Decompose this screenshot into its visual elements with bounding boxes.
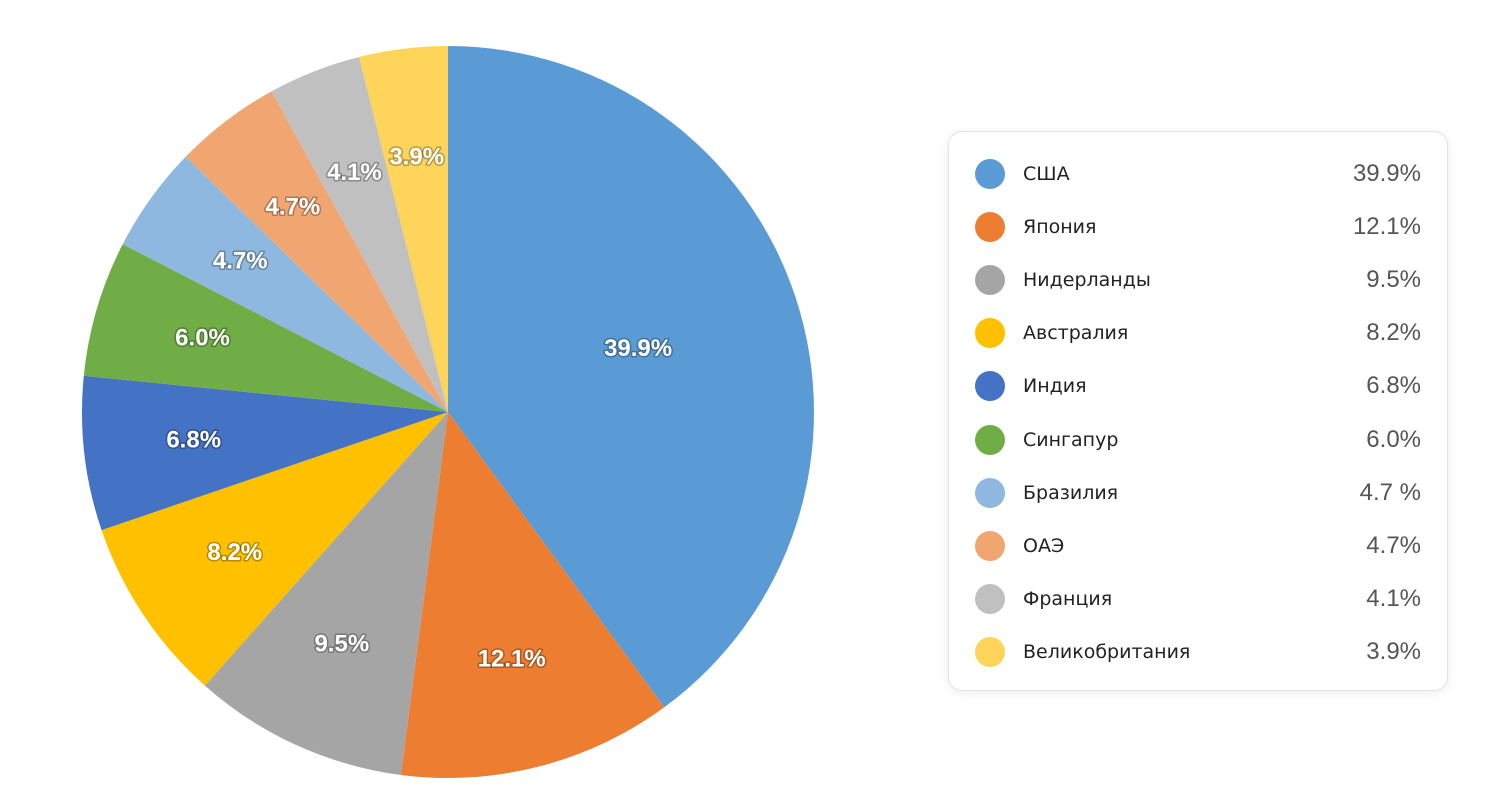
- legend-label: Великобритания: [1023, 641, 1191, 664]
- legend-value: 4.7%: [1366, 531, 1421, 559]
- legend-label: Нидерланды: [1023, 268, 1151, 291]
- legend-value: 39.9%: [1352, 159, 1421, 187]
- legend-item: Сингапур 6.0%: [975, 413, 1421, 466]
- slice-label: 4.1%: [327, 159, 382, 186]
- legend: США 39.9% Япония 12.1% Нидерланды 9.5% Австрал…: [948, 131, 1448, 691]
- legend-swatch: [975, 477, 1005, 508]
- legend-swatch: [975, 211, 1005, 242]
- legend-label: Япония: [1023, 215, 1097, 238]
- slice-label: 4.7%: [213, 248, 268, 275]
- legend-swatch: [975, 371, 1005, 402]
- pie-slice: [101, 412, 449, 686]
- legend-label: Бразилия: [1023, 481, 1119, 504]
- legend-swatch: [975, 264, 1005, 295]
- pie-slice: [204, 412, 448, 775]
- legend-value: 8.2%: [1366, 319, 1421, 347]
- pie-slice: [81, 375, 448, 531]
- slice-label: 9.5%: [314, 630, 369, 657]
- legend-item: ОАЭ 4.7%: [975, 519, 1421, 572]
- slice-label: 39.9%: [604, 335, 672, 362]
- legend-item: Бразилия 4.7 %: [975, 466, 1421, 519]
- legend-item: Япония 12.1%: [975, 200, 1421, 253]
- legend-item: США 39.9%: [975, 147, 1421, 200]
- pie-slice: [271, 56, 448, 413]
- slice-label: 8.2%: [207, 539, 262, 566]
- legend-item: Индия 6.8%: [975, 360, 1421, 413]
- legend-swatch: [975, 318, 1005, 349]
- pie-slice: [359, 46, 448, 412]
- slice-label: 4.7%: [266, 194, 321, 221]
- legend-label: Франция: [1023, 588, 1113, 611]
- legend-label: ОАЭ: [1023, 534, 1065, 557]
- legend-value: 9.5%: [1366, 265, 1421, 293]
- slice-label: 6.0%: [175, 325, 230, 352]
- slice-label: 6.8%: [166, 427, 221, 454]
- legend-value: 6.8%: [1366, 372, 1421, 400]
- pie-labels: 39.9%12.1%9.5%8.2%6.8%6.0%4.7%4.7%4.1%3.…: [165, 142, 674, 674]
- pie-chart: 39.9%12.1%9.5%8.2%6.8%6.0%4.7%4.7%4.1%3.…: [81, 46, 814, 778]
- legend-label: Индия: [1023, 375, 1087, 398]
- legend-value: 3.9%: [1366, 638, 1421, 666]
- legend-swatch: [975, 530, 1005, 561]
- slice-label: 12.1%: [478, 645, 546, 672]
- legend-value: 4.1%: [1366, 585, 1421, 613]
- pie-slice: [83, 244, 449, 412]
- pie-slice: [448, 46, 814, 708]
- legend-value: 4.7 %: [1359, 478, 1421, 506]
- legend-swatch: [975, 584, 1005, 615]
- pie-slice: [122, 156, 448, 412]
- pie-slice: [400, 412, 665, 778]
- legend-swatch: [975, 637, 1005, 668]
- legend-label: Сингапур: [1023, 428, 1119, 451]
- legend-label: Австралия: [1023, 322, 1129, 345]
- legend-value: 12.1%: [1352, 212, 1421, 240]
- legend-swatch: [975, 158, 1005, 189]
- pie-slices: [81, 46, 814, 778]
- pie-slice: [185, 91, 448, 413]
- legend-item: Франция 4.1%: [975, 573, 1421, 626]
- legend-item: Великобритания 3.9%: [975, 626, 1421, 679]
- legend-label: США: [1023, 162, 1070, 185]
- legend-item: Нидерланды 9.5%: [975, 253, 1421, 306]
- legend-value: 6.0%: [1366, 425, 1421, 453]
- legend-swatch: [975, 424, 1005, 455]
- legend-item: Австралия 8.2%: [975, 307, 1421, 360]
- slice-label: 3.9%: [389, 143, 444, 170]
